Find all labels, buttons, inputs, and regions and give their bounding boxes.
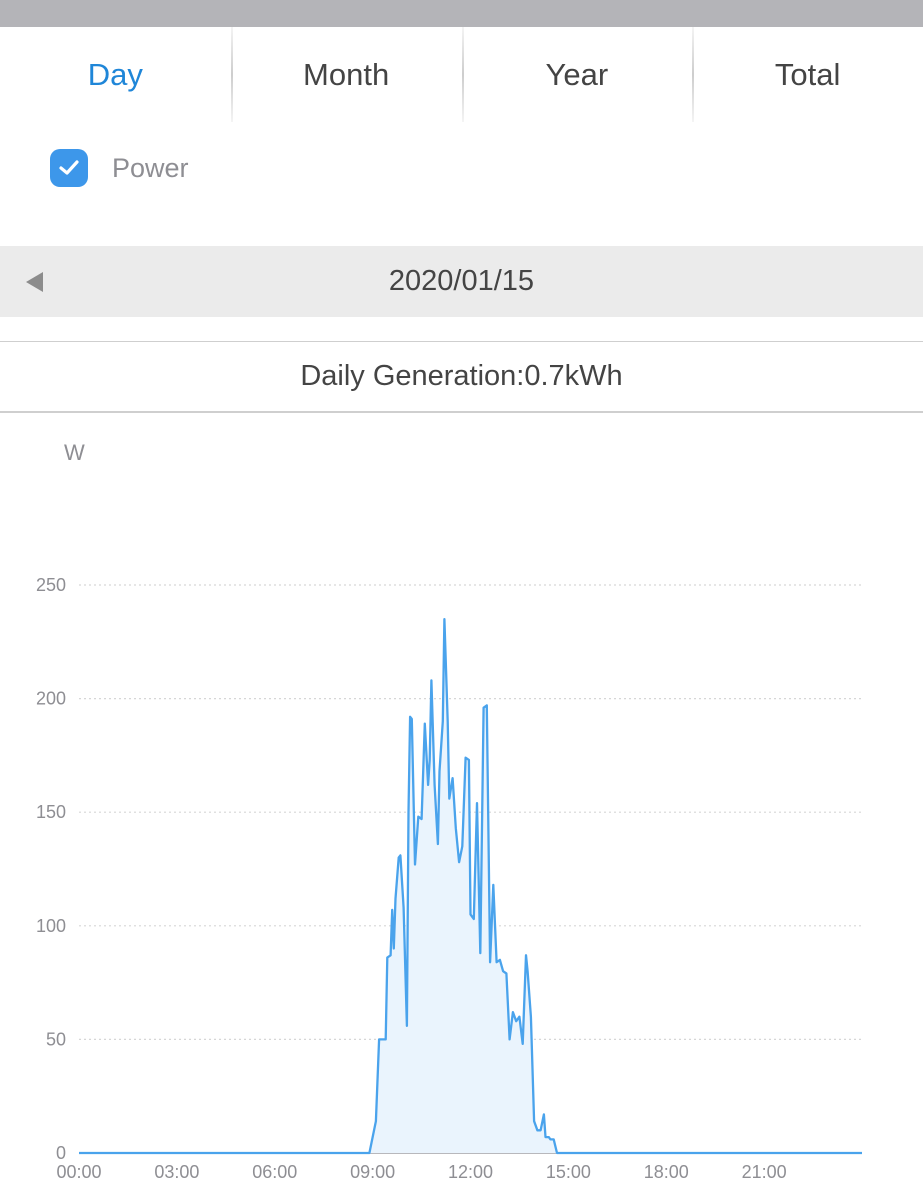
previous-day-arrow-icon[interactable] [26,272,43,292]
x-tick-label: 09:00 [350,1162,395,1182]
tab-month[interactable]: Month [230,27,462,122]
period-tabs: Day Month Year Total [0,27,923,122]
series-line-power [79,617,862,1155]
y-tick-label: 200 [36,689,66,709]
tab-day[interactable]: Day [87,56,143,92]
x-tick-label: 03:00 [154,1162,199,1182]
x-tick-label: 21:00 [742,1162,787,1182]
selected-date[interactable]: 2020/01/15 [388,265,535,297]
power-legend-toggle[interactable]: Power [50,148,189,188]
x-tick-label: 12:00 [448,1162,493,1182]
y-tick-label: 50 [46,1029,66,1049]
tab-total[interactable]: Total [692,27,923,122]
daily-generation: Daily Generation:0.7kWh [0,341,923,413]
y-tick-label: 250 [36,575,66,595]
power-checkbox[interactable] [50,149,88,187]
status-bar [0,0,923,27]
power-legend-label: Power [112,152,189,183]
x-tick-label: 06:00 [252,1162,297,1182]
series-area-power [79,619,862,1153]
x-tick-label: 15:00 [546,1162,591,1182]
x-tick-label: 18:00 [644,1162,689,1182]
y-tick-label: 100 [36,916,66,936]
date-navigator: 2020/01/15 [0,246,923,317]
power-chart: W 0 50 100 150 200 250 00:00 03:00 06:00 09:00 12:0… [36,440,862,1182]
check-icon [59,160,79,175]
tab-year[interactable]: Year [461,27,693,122]
y-tick-label: 150 [36,802,66,822]
y-axis-unit-label: W [64,440,85,465]
y-tick-label: 0 [56,1143,66,1163]
x-tick-label: 00:00 [56,1162,101,1182]
